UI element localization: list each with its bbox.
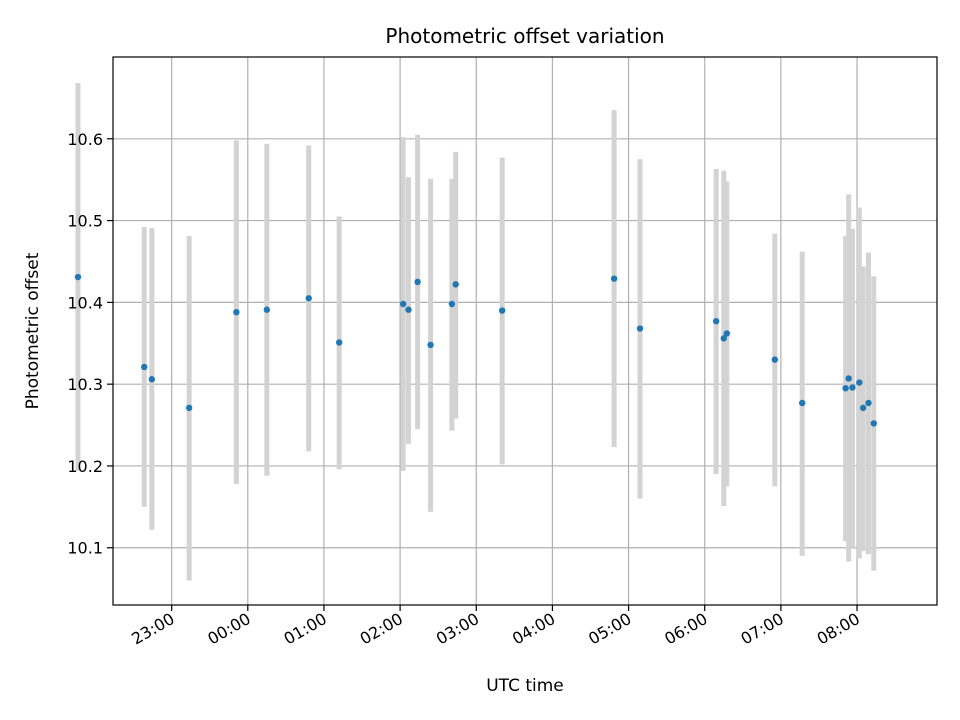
data-point [859,404,867,412]
data-point [233,308,240,316]
data-point [427,341,434,349]
data-point [712,317,720,325]
y-tick-label: 10.6 [67,130,103,149]
data-point [452,281,459,288]
data-point [870,420,877,427]
data-point [498,307,506,314]
points [74,273,877,427]
data-point [185,404,193,412]
data-point [845,375,852,382]
data-point [610,275,618,282]
data-point [865,399,872,407]
data-point [849,384,856,391]
data-point [148,376,156,383]
data-point [842,385,849,392]
data-point [771,356,778,363]
data-point [414,278,421,286]
data-point [448,300,456,308]
data-point [723,330,731,337]
plot-frame [112,56,938,606]
y-tick-label: 10.5 [67,212,103,231]
data-point [856,379,863,386]
data-point [263,306,271,313]
chart-title: Photometric offset variation [385,24,664,48]
data-point [305,295,312,302]
data-point [399,300,407,308]
y-tick-label: 10.2 [67,457,103,476]
x-axis-label: UTC time [486,676,564,696]
data-point [74,273,82,281]
data-point [405,306,412,313]
y-tick-label: 10.1 [67,539,103,558]
y-tick-label: 10.3 [67,375,103,394]
y-axis-label: Photometric offset [23,252,43,409]
data-point [141,363,148,371]
y-tick-label: 10.4 [67,293,103,312]
y-axis: 10.1 10.2 10.3 10.4 10.5 10.6 [67,130,113,558]
data-point [799,399,806,407]
data-point [720,335,727,342]
data-point [335,339,343,346]
data-point [636,325,644,332]
